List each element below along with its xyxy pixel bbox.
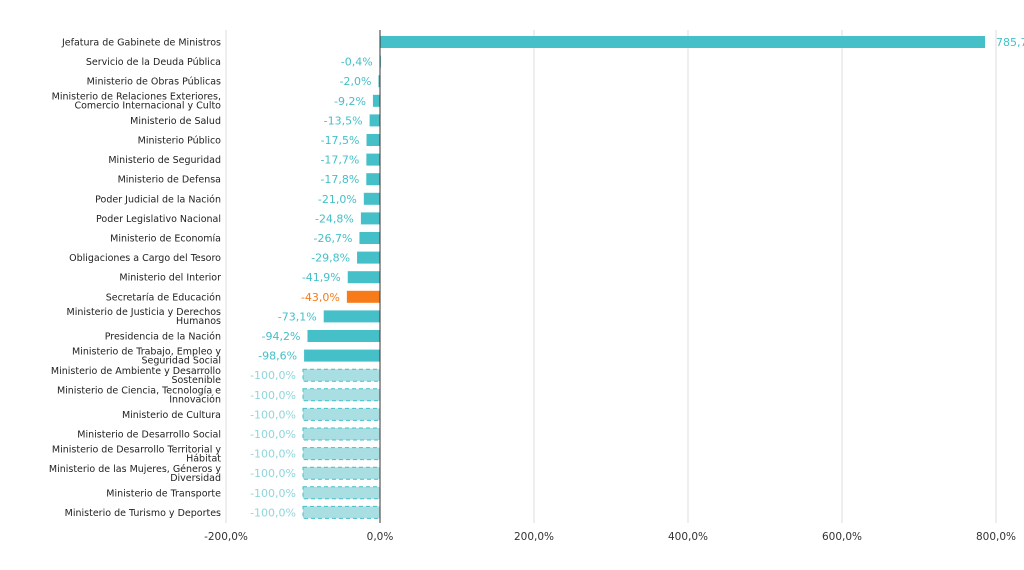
category-label: Ministerio de las Mujeres, Géneros y Dive… xyxy=(49,464,222,484)
bar xyxy=(372,94,380,107)
bar xyxy=(369,114,380,127)
data-label: -98,6% xyxy=(258,350,297,363)
bar xyxy=(378,75,380,88)
category-label: Secretaría de Educación xyxy=(106,292,221,303)
data-label: -9,2% xyxy=(334,95,366,108)
category-label: Ministerio de Turismo y Deportes xyxy=(65,508,221,519)
data-label: -17,5% xyxy=(321,134,360,147)
bar xyxy=(302,407,381,421)
category-label: Ministerio de Justicia y Derechos Humanos xyxy=(67,307,222,327)
data-label: -100,0% xyxy=(250,389,296,402)
bar xyxy=(366,153,380,166)
bar xyxy=(302,447,381,461)
data-label: -43,0% xyxy=(301,291,340,304)
bar xyxy=(302,427,381,441)
category-label: Ministerio de Defensa xyxy=(118,175,221,186)
category-label: Obligaciones a Cargo del Tesoro xyxy=(69,253,221,264)
category-label: Ministerio de Obras Públicas xyxy=(87,77,221,88)
bar xyxy=(366,173,380,186)
x-tick-label: 800,0% xyxy=(976,531,1016,543)
data-label: -26,7% xyxy=(314,232,353,245)
data-label: 785,7 xyxy=(996,36,1024,49)
category-label: Poder Judicial de la Nación xyxy=(95,194,221,205)
bar xyxy=(366,134,380,146)
x-tick-label: 200,0% xyxy=(514,531,554,543)
data-label: -2,0% xyxy=(340,75,372,88)
category-label: Ministerio de Cultura xyxy=(122,410,221,421)
bar xyxy=(359,232,380,244)
bar xyxy=(346,290,380,303)
data-label: -0,4% xyxy=(341,56,373,69)
category-label: Ministerio de Economía xyxy=(110,234,221,245)
data-label: -100,0% xyxy=(250,408,296,421)
category-label: Ministerio del Interior xyxy=(119,273,221,284)
bar xyxy=(302,505,381,519)
data-label: -100,0% xyxy=(250,428,296,441)
category-label: Ministerio de Ciencia, Tecnología e Innov… xyxy=(57,386,221,406)
bar xyxy=(363,192,380,205)
data-label: -17,8% xyxy=(320,173,359,186)
bar xyxy=(307,330,380,342)
bar xyxy=(304,349,380,362)
category-labels: Jefatura de Gabinete de Ministros Servici… xyxy=(49,38,222,519)
category-label: Servicio de la Deuda Pública xyxy=(86,57,221,68)
x-tick-label: 0,0% xyxy=(367,531,394,543)
x-axis-tick-labels: -200,0% 0,0% 200,0% 400,0% 600,0% 800,0% xyxy=(204,531,1016,543)
data-label: -100,0% xyxy=(250,487,296,500)
category-label: Ministerio de Desarrollo Social xyxy=(77,430,221,441)
category-label: Presidencia de la Nación xyxy=(105,332,221,343)
data-label: -100,0% xyxy=(250,448,296,461)
bar xyxy=(347,271,380,284)
x-tick-label: -200,0% xyxy=(204,531,248,543)
data-label: -21,0% xyxy=(318,193,357,206)
category-label: Ministerio de Relaciones Exteriores, Come… xyxy=(52,92,222,112)
category-label: Jefatura de Gabinete de Ministros xyxy=(61,38,221,49)
data-label: -94,2% xyxy=(262,330,301,343)
bar xyxy=(323,310,380,323)
category-label: Ministerio de Transporte xyxy=(106,488,221,499)
bar xyxy=(302,466,381,480)
bars xyxy=(302,36,985,519)
data-label: -24,8% xyxy=(315,212,354,225)
bar xyxy=(360,212,380,225)
x-tick-label: 400,0% xyxy=(668,531,708,543)
data-label: -73,1% xyxy=(278,310,317,323)
data-labels: 785,7 -0,4% -2,0% -9,2% -13,5% -17,5% -17,7% -1… xyxy=(250,36,1024,519)
grid-lines xyxy=(225,30,997,523)
category-label: Poder Legislativo Nacional xyxy=(96,214,221,225)
data-label: -29,8% xyxy=(311,252,350,265)
category-label: Ministerio de Trabajo, Empleo y Seguridad… xyxy=(72,346,221,366)
data-label: -100,0% xyxy=(250,369,296,382)
bar xyxy=(357,251,380,264)
data-label: -17,7% xyxy=(320,154,359,167)
category-label: Ministerio Público xyxy=(138,136,222,147)
bar xyxy=(302,486,381,500)
x-tick-label: 600,0% xyxy=(822,531,862,543)
category-label: Ministerio de Desarrollo Territorial y Há… xyxy=(52,444,221,464)
category-label: Ministerio de Ambiente y Desarrollo Soste… xyxy=(51,366,221,386)
data-label: -100,0% xyxy=(250,467,296,480)
data-label: -41,9% xyxy=(302,271,341,284)
data-label: -100,0% xyxy=(250,506,296,519)
category-label: Ministerio de Salud xyxy=(130,116,221,127)
category-label: Ministerio de Seguridad xyxy=(108,155,221,166)
bar xyxy=(302,388,381,402)
data-label: -13,5% xyxy=(324,114,363,127)
bar xyxy=(380,36,985,48)
bar xyxy=(302,368,381,382)
